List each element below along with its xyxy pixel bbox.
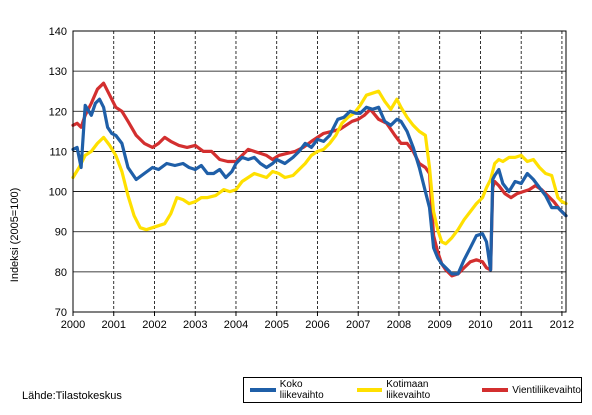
y-tick-label: 100 <box>49 187 67 199</box>
series-line-kotimaan-liikevaihto <box>71 89 568 246</box>
x-tick-label: 2009 <box>427 319 451 331</box>
legend-label-koko: Koko liikevaihto <box>279 379 324 401</box>
y-tick-label: 80 <box>55 267 67 279</box>
legend-label-vienti: Vientiliikevaihto <box>512 384 581 396</box>
x-tick-label: 2000 <box>61 319 85 331</box>
x-tick-label: 2012 <box>550 319 574 331</box>
x-tick-label: 2005 <box>264 319 288 331</box>
x-tick-label: 2010 <box>468 319 492 331</box>
legend-item-vienti: Vientiliikevaihto <box>482 385 581 396</box>
x-tick-label: 2008 <box>387 319 411 331</box>
y-tick-label: 140 <box>49 26 67 38</box>
legend: Koko liikevaihto Kotimaan liikevaihto Vi… <box>243 377 582 403</box>
legend-item-kotimaan: Kotimaan liikevaihto <box>356 379 475 401</box>
y-tick-label: 130 <box>49 66 67 78</box>
x-tick-label: 2004 <box>224 319 248 331</box>
x-tick-label: 2006 <box>305 319 329 331</box>
x-tick-label: 2001 <box>102 319 126 331</box>
y-tick-label: 90 <box>55 227 67 239</box>
y-tick-label: 70 <box>55 307 67 319</box>
legend-swatch-vienti <box>482 388 509 392</box>
y-axis: 70 80 90 100 110 120 130 140 <box>49 26 67 319</box>
chart-series <box>71 81 568 278</box>
series-line-koko-liikevaihto <box>71 97 568 276</box>
x-tick-label: 2007 <box>346 319 370 331</box>
y-tick-label: 120 <box>49 106 67 118</box>
source-note: Lähde:Tilastokeskus <box>22 390 122 402</box>
x-tick-label: 2002 <box>142 319 166 331</box>
x-axis: 2000 2001 2002 2003 2004 2005 2006 2007 2008 2009… <box>61 312 574 331</box>
y-tick-label: 110 <box>49 146 67 158</box>
y-axis-label: Indeksi (2005=100) <box>9 188 21 282</box>
x-tick-label: 2003 <box>183 319 207 331</box>
legend-swatch-koko <box>250 388 276 392</box>
plot-area-frame <box>72 30 567 313</box>
legend-swatch-kotimaan <box>356 388 383 392</box>
legend-label-kotimaan: Kotimaan liikevaihto <box>386 379 431 401</box>
legend-item-koko: Koko liikevaihto <box>250 379 349 401</box>
x-tick-label: 2011 <box>509 319 533 331</box>
